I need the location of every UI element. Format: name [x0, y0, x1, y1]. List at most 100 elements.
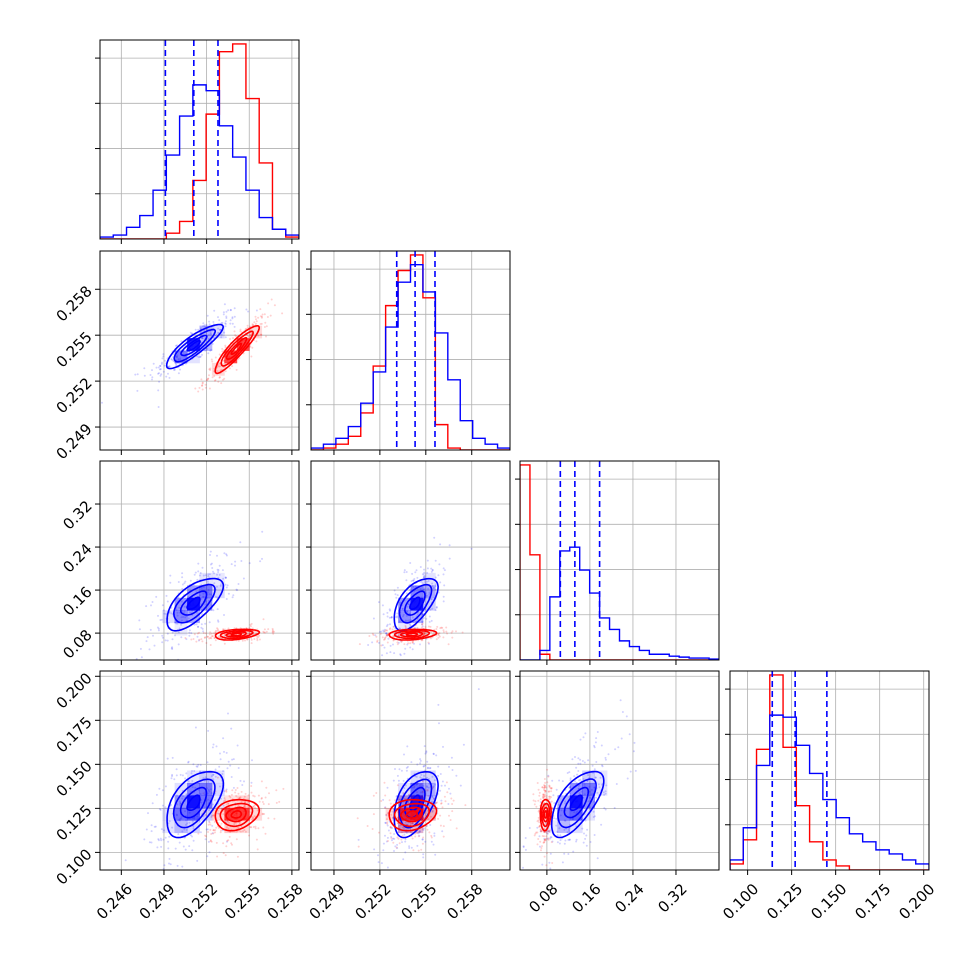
x-tick-label: 0.258: [264, 880, 307, 923]
sample-point: [410, 580, 413, 583]
sample-point: [222, 813, 225, 816]
sample-point: [548, 795, 551, 798]
sample-point: [223, 377, 226, 380]
sample-point: [181, 830, 184, 833]
sample-point: [578, 779, 580, 782]
sample-point: [442, 825, 445, 828]
sample-point: [544, 789, 546, 792]
sample-point: [577, 784, 580, 787]
sample-point: [404, 784, 407, 787]
sample-point: [165, 375, 168, 378]
sample-point: [223, 614, 225, 616]
sample-point: [228, 367, 231, 370]
sample-point: [160, 363, 163, 365]
sample-point: [196, 578, 199, 581]
sample-point: [398, 798, 401, 801]
sample-point: [157, 389, 160, 392]
sample-point: [387, 637, 390, 640]
sample-point: [422, 617, 425, 619]
sample-point: [213, 799, 216, 802]
density-cell: [398, 782, 411, 796]
sample-point: [421, 625, 424, 628]
sample-point: [634, 769, 637, 772]
sample-point: [632, 750, 635, 753]
sample-point: [396, 847, 399, 850]
sample-point: [418, 633, 421, 636]
sample-point: [150, 841, 153, 844]
sample-point: [138, 619, 141, 622]
sample-point: [411, 572, 414, 575]
sample-point: [209, 840, 212, 843]
density-cell: [174, 610, 188, 624]
sample-point: [259, 333, 262, 336]
sample-point: [615, 783, 618, 785]
sample-point: [549, 867, 552, 870]
sample-point: [390, 616, 393, 618]
sample-point: [253, 321, 256, 324]
sample-point: [537, 819, 540, 822]
sample-point: [167, 621, 170, 624]
sample-point: [204, 622, 207, 625]
sample-point: [273, 817, 276, 820]
sample-point: [396, 836, 399, 839]
contour-line: [540, 802, 551, 828]
sample-point: [412, 849, 415, 852]
sample-point: [243, 801, 246, 804]
sample-point: [189, 331, 192, 334]
sample-point: [537, 838, 540, 840]
sample-point: [252, 817, 255, 820]
sample-point: [252, 816, 255, 819]
sample-point: [217, 569, 220, 572]
sample-point: [412, 822, 414, 825]
sample-point: [256, 848, 259, 851]
sample-point: [198, 574, 201, 577]
sample-point: [262, 803, 265, 805]
y-tick-label: 0.252: [53, 374, 96, 417]
sample-point: [437, 632, 440, 635]
sample-point: [537, 810, 540, 813]
panel-frame: [729, 670, 930, 871]
sample-point: [405, 571, 408, 573]
sample-point: [431, 809, 434, 812]
sample-point: [227, 309, 230, 312]
sample-point: [206, 828, 209, 831]
sample-point: [271, 631, 274, 634]
sample-point: [225, 554, 228, 557]
sample-point: [419, 830, 422, 833]
sample-point: [261, 313, 264, 316]
sample-point: [204, 386, 207, 389]
sample-point: [176, 794, 178, 797]
sample-point: [140, 656, 143, 659]
contour-line: [230, 632, 242, 637]
sample-point: [200, 626, 203, 629]
blue-histogram-0: [100, 84, 299, 239]
sample-point: [176, 864, 179, 867]
sample-point: [199, 820, 201, 823]
sample-point: [550, 790, 553, 793]
sample-point: [389, 627, 392, 630]
sample-point: [216, 776, 219, 779]
sample-point: [544, 791, 547, 794]
sample-point: [241, 639, 244, 642]
sample-point: [165, 613, 168, 615]
sample-point: [543, 835, 546, 838]
sample-point: [438, 563, 441, 566]
sample-point: [546, 852, 548, 854]
sample-point: [532, 793, 535, 796]
sample-point: [382, 613, 385, 616]
sample-point: [547, 830, 550, 833]
sample-point: [390, 616, 393, 619]
sample-point: [544, 781, 547, 784]
sample-point: [248, 627, 251, 630]
sample-point: [402, 615, 404, 618]
contour-line: [172, 583, 216, 624]
sample-point: [411, 616, 414, 619]
sample-point: [227, 827, 230, 830]
sample-point: [405, 766, 408, 769]
sample-point: [184, 616, 187, 619]
sample-point: [210, 562, 213, 565]
sample-point: [216, 627, 219, 630]
sample-point: [202, 325, 205, 328]
sample-point: [207, 377, 209, 380]
x-tick-label: 0.24: [611, 880, 647, 916]
